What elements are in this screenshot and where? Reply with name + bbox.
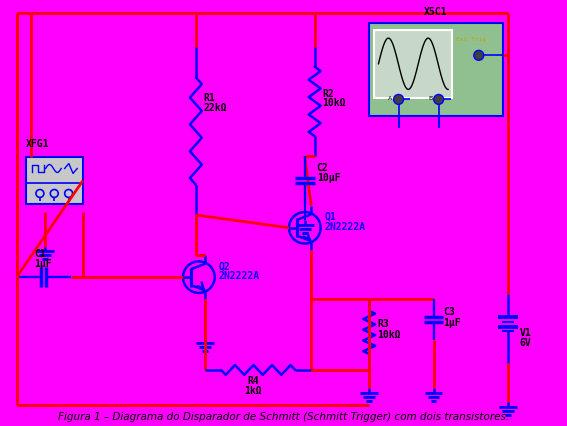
- Text: 6V: 6V: [520, 338, 531, 348]
- Text: Q2: Q2: [219, 261, 230, 271]
- Text: Q1: Q1: [324, 212, 336, 222]
- Text: 22kΩ: 22kΩ: [204, 104, 227, 113]
- Circle shape: [434, 95, 443, 104]
- Text: 10kΩ: 10kΩ: [377, 330, 400, 340]
- Text: Figura 1 – Diagrama do Disparador de Schmitt (Schmitt Trigger) com dois transist: Figura 1 – Diagrama do Disparador de Sch…: [58, 412, 509, 422]
- Circle shape: [474, 50, 484, 60]
- Circle shape: [393, 95, 404, 104]
- FancyBboxPatch shape: [374, 30, 452, 98]
- Text: 10μF: 10μF: [317, 173, 340, 184]
- Text: 10kΩ: 10kΩ: [323, 98, 346, 108]
- Text: A: A: [388, 96, 392, 101]
- Text: 1μF: 1μF: [443, 317, 461, 328]
- FancyBboxPatch shape: [369, 23, 503, 116]
- Text: C2: C2: [317, 163, 328, 173]
- FancyBboxPatch shape: [26, 157, 83, 204]
- Text: C1: C1: [34, 249, 46, 259]
- Text: R1: R1: [204, 93, 215, 104]
- Text: Ext Trig: Ext Trig: [456, 37, 486, 42]
- Text: R2: R2: [323, 89, 335, 98]
- Text: C3: C3: [443, 307, 455, 317]
- Text: 2N2222A: 2N2222A: [219, 271, 260, 281]
- Text: R4: R4: [247, 376, 259, 386]
- Text: 1μF: 1μF: [34, 259, 52, 269]
- Text: 1kΩ: 1kΩ: [244, 386, 262, 396]
- Text: R3: R3: [377, 320, 389, 329]
- Text: X5C1: X5C1: [424, 7, 448, 17]
- Text: B: B: [429, 96, 433, 101]
- Text: XFG1: XFG1: [26, 139, 49, 149]
- Text: 2N2222A: 2N2222A: [324, 222, 366, 232]
- Text: V1: V1: [520, 328, 531, 338]
